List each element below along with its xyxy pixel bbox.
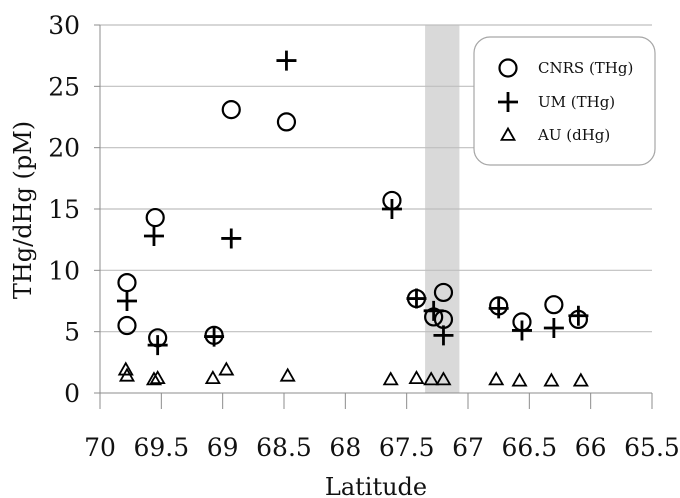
circle-point — [117, 273, 137, 293]
plus-point — [204, 326, 225, 347]
legend-box — [473, 36, 656, 166]
y-tick-label: 10 — [48, 256, 80, 285]
circle-point — [544, 295, 564, 315]
triangle-point — [543, 372, 560, 387]
triangle-point — [118, 367, 136, 382]
x-tick-label: 67.5 — [379, 433, 435, 462]
y-tick-label: 30 — [48, 11, 80, 40]
triangle-point — [408, 369, 425, 385]
y-tick-label: 20 — [48, 134, 80, 163]
triangle-point — [145, 371, 163, 386]
circle-point — [433, 282, 454, 303]
y-tick-label: 5 — [64, 318, 80, 347]
plus-point — [276, 50, 297, 71]
triangle-point — [435, 371, 452, 386]
plus-point — [433, 325, 454, 346]
legend-circle-icon — [498, 58, 518, 78]
circle-point — [221, 100, 241, 120]
series-triangle — [117, 361, 589, 387]
plus-point — [381, 199, 402, 219]
triangle-point — [423, 371, 440, 386]
x-tick-label: 66 — [575, 433, 607, 462]
legend-label: UM (THg) — [538, 93, 615, 111]
x-tick-label: 68.5 — [256, 433, 312, 462]
triangle-point — [572, 372, 589, 387]
plus-point — [543, 317, 564, 338]
x-tick-label: 68 — [329, 433, 361, 462]
plus-point — [116, 291, 137, 311]
triangle-point — [279, 367, 296, 382]
series-plus — [116, 50, 589, 356]
plus-point — [143, 225, 164, 246]
x-tick-label: 67 — [452, 433, 484, 462]
triangle-point — [204, 369, 221, 385]
legend-triangle-icon — [499, 126, 517, 141]
circle-point — [145, 207, 165, 228]
y-tick-label: 15 — [48, 195, 80, 224]
x-tick-label: 65.5 — [624, 433, 680, 462]
x-axis-title: Latitude — [325, 473, 427, 498]
plus-point — [511, 320, 532, 341]
y-axis-title: THg/dHg (pM) — [9, 121, 37, 299]
plus-point — [147, 335, 168, 356]
legend-label: CNRS (THg) — [538, 59, 633, 77]
x-tick-label: 70 — [84, 433, 116, 462]
triangle-point — [149, 369, 166, 385]
y-tick-label: 25 — [48, 72, 80, 101]
x-tick-label: 66.5 — [501, 433, 557, 462]
plus-point — [221, 228, 242, 249]
triangle-point — [382, 371, 399, 386]
triangle-point — [511, 372, 528, 387]
circle-point — [117, 315, 137, 336]
triangle-point — [488, 371, 505, 386]
legend: CNRS (THg) UM (THg) AU (dHg) — [473, 36, 656, 166]
legend-plus-icon — [498, 92, 518, 112]
triangle-point — [218, 361, 235, 376]
plus-point — [488, 298, 509, 319]
legend-label: AU (dHg) — [537, 126, 610, 144]
plus-point — [423, 300, 444, 321]
circle-point — [276, 112, 297, 132]
y-tick-label: 0 — [64, 379, 80, 408]
x-tick-label: 69.5 — [133, 433, 189, 462]
plus-point — [568, 305, 589, 326]
triangle-point — [117, 361, 134, 376]
plus-point — [406, 288, 427, 309]
x-tick-label: 69 — [207, 433, 239, 462]
